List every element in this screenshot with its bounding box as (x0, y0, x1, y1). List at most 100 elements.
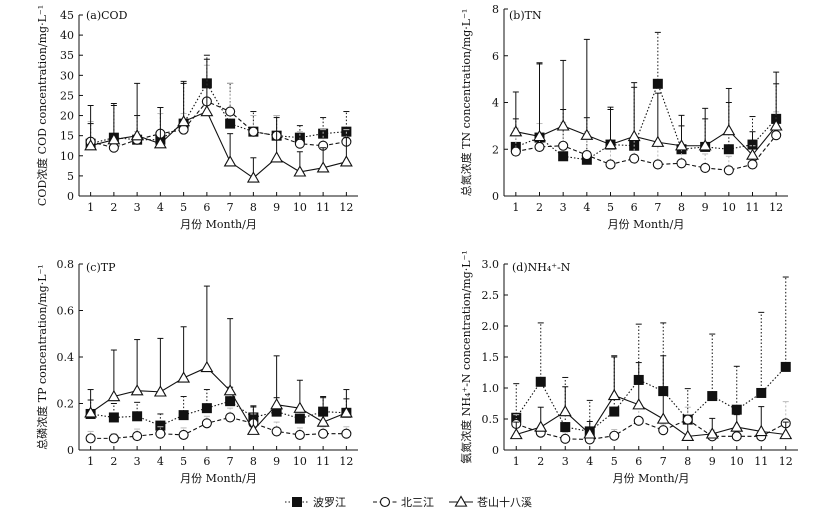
y-tick-label: 0 (67, 190, 74, 203)
y-tick-label: 0 (492, 444, 499, 457)
y-tick-label: 25 (60, 89, 74, 102)
data-point (316, 161, 330, 173)
x-axis-label: 月份 Month/月 (608, 218, 685, 231)
legend-label: 苍山十八溪 (477, 495, 532, 509)
x-tick-label: 8 (250, 455, 257, 468)
data-point (108, 433, 119, 444)
x-tick-label: 8 (678, 201, 685, 214)
x-tick-label: 11 (746, 201, 760, 214)
data-point (177, 371, 191, 383)
data-point (318, 428, 329, 439)
data-point (130, 384, 144, 396)
x-tick-label: 8 (684, 455, 691, 468)
series-line (90, 100, 347, 149)
x-tick-label: 7 (227, 455, 234, 468)
x-tick-label: 2 (110, 455, 117, 468)
x-tick-label: 10 (730, 455, 744, 468)
data-point (769, 119, 783, 131)
data-point (652, 78, 663, 89)
data-point (698, 139, 712, 151)
series-3 (84, 58, 353, 183)
x-tick-label: 11 (316, 201, 330, 214)
x-tick-label: 1 (87, 201, 94, 214)
y-axis-label: 氨氮浓度 NH₄⁺-N concentration/mg·L⁻¹ (459, 250, 473, 463)
x-tick-label: 6 (635, 455, 642, 468)
data-point (779, 427, 793, 440)
x-tick-label: 5 (180, 201, 187, 214)
y-tick-label: 45 (60, 9, 74, 22)
data-point (558, 404, 572, 417)
y-tick-label: 35 (60, 49, 74, 62)
data-point (153, 137, 167, 149)
x-axis-label: 月份 Month/月 (613, 472, 690, 485)
panel-title: (a)COD (86, 9, 128, 22)
y-tick-label: 8 (492, 3, 499, 16)
x-tick-label: 8 (250, 201, 257, 214)
x-tick-label: 5 (607, 201, 614, 214)
data-point (225, 396, 236, 407)
data-point (223, 155, 237, 167)
data-point (682, 414, 693, 425)
data-point (316, 415, 330, 427)
data-point (731, 404, 742, 415)
data-point (225, 118, 236, 129)
y-tick-label: 30 (60, 69, 74, 82)
x-tick-label: 9 (273, 201, 280, 214)
data-point (270, 398, 284, 410)
data-point (633, 415, 644, 426)
data-point (730, 420, 744, 432)
x-tick-label: 11 (754, 455, 768, 468)
data-point (747, 159, 758, 170)
data-point (339, 406, 353, 418)
data-point (731, 431, 742, 442)
series-line (90, 416, 347, 439)
data-point (580, 128, 594, 140)
panel-title: (c)TP (86, 261, 116, 274)
data-point (509, 125, 523, 137)
series-line (515, 366, 787, 432)
data-point (293, 165, 307, 177)
data-point (225, 106, 236, 117)
data-point (339, 155, 353, 167)
data-point (723, 165, 734, 176)
data-point (107, 389, 121, 402)
x-tick-label: 6 (203, 455, 210, 468)
series-line (90, 110, 347, 179)
x-tick-label: 7 (660, 455, 667, 468)
x-tick-label: 5 (611, 455, 618, 468)
x-tick-label: 12 (779, 455, 793, 468)
data-point (271, 426, 282, 437)
series-line (90, 82, 347, 145)
data-point (108, 142, 119, 153)
data-point (178, 410, 189, 421)
data-point (556, 119, 570, 131)
data-point (510, 146, 521, 157)
y-tick-label: 1.0 (482, 382, 500, 395)
data-point (132, 430, 143, 442)
y-tick-label: 0.6 (57, 305, 75, 318)
y-tick-label: 6 (492, 50, 499, 63)
data-point (225, 412, 236, 423)
data-point (652, 159, 663, 170)
y-tick-label: 0 (67, 444, 74, 457)
data-point (607, 388, 621, 401)
data-point (509, 427, 523, 440)
y-tick-label: 2.0 (482, 320, 500, 333)
data-point (155, 428, 166, 439)
y-axis-label: 总氮浓度 TN concentration/mg·L⁻¹ (459, 9, 473, 197)
x-tick-label: 1 (513, 455, 520, 468)
data-point (754, 424, 768, 437)
data-point (248, 126, 259, 137)
series-3 (84, 285, 353, 435)
x-tick-label: 6 (203, 201, 210, 214)
legend-label: 波罗江 (313, 496, 346, 509)
x-axis-label: 月份 Month/月 (180, 218, 257, 231)
data-point (107, 133, 121, 145)
data-point (534, 420, 548, 432)
series-line (515, 134, 777, 171)
y-tick-label: 4 (492, 97, 499, 110)
data-point (294, 138, 305, 149)
x-tick-label: 1 (87, 455, 94, 468)
